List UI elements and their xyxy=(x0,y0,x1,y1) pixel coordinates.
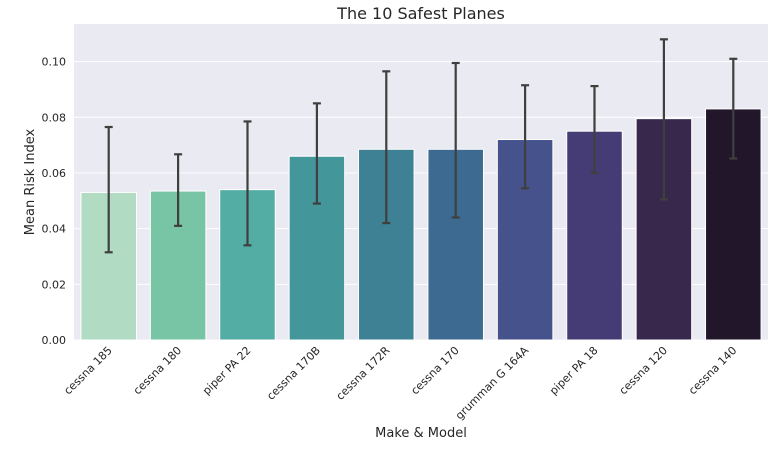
y-tick-label: 0.02 xyxy=(42,278,67,291)
x-tick-label: cessna 170B xyxy=(264,344,323,403)
x-tick-label: cessna 120 xyxy=(617,344,670,397)
y-axis-label: Mean Risk Index xyxy=(23,128,38,235)
error-bar xyxy=(590,84,599,175)
y-tick-label: 0.06 xyxy=(42,167,67,180)
error-bar xyxy=(243,120,252,247)
error-bar xyxy=(174,153,183,227)
error-bar xyxy=(451,61,460,219)
x-tick-label: cessna 185 xyxy=(61,344,114,397)
chart-title: The 10 Safest Planes xyxy=(336,4,505,23)
error-bars xyxy=(104,38,738,254)
x-tick-label: cessna 172R xyxy=(334,344,393,403)
error-bar xyxy=(312,102,321,205)
y-tick-label: 0.00 xyxy=(42,334,67,347)
x-tick-label: cessna 180 xyxy=(131,344,184,397)
x-tick-label: cessna 140 xyxy=(686,344,739,397)
y-tick-labels: 0.00 0.02 0.04 0.06 0.08 0.10 xyxy=(42,56,67,347)
x-axis-label: Make & Model xyxy=(375,426,467,441)
x-tick-labels: cessna 185 cessna 180 piper PA 22 cessna 17… xyxy=(61,344,739,423)
error-bar xyxy=(729,57,738,160)
x-tick-label: cessna 170 xyxy=(408,344,461,397)
x-tick-label: piper PA 18 xyxy=(547,344,601,398)
error-bar xyxy=(104,125,113,254)
y-tick-label: 0.04 xyxy=(42,223,67,236)
x-tick-label: grumman G 164A xyxy=(453,344,532,423)
x-tick-label: piper PA 22 xyxy=(200,344,254,398)
error-bar xyxy=(521,84,530,190)
error-bar xyxy=(382,70,391,225)
y-tick-label: 0.10 xyxy=(42,56,67,69)
y-tick-label: 0.08 xyxy=(42,111,67,124)
error-bar xyxy=(659,38,668,201)
